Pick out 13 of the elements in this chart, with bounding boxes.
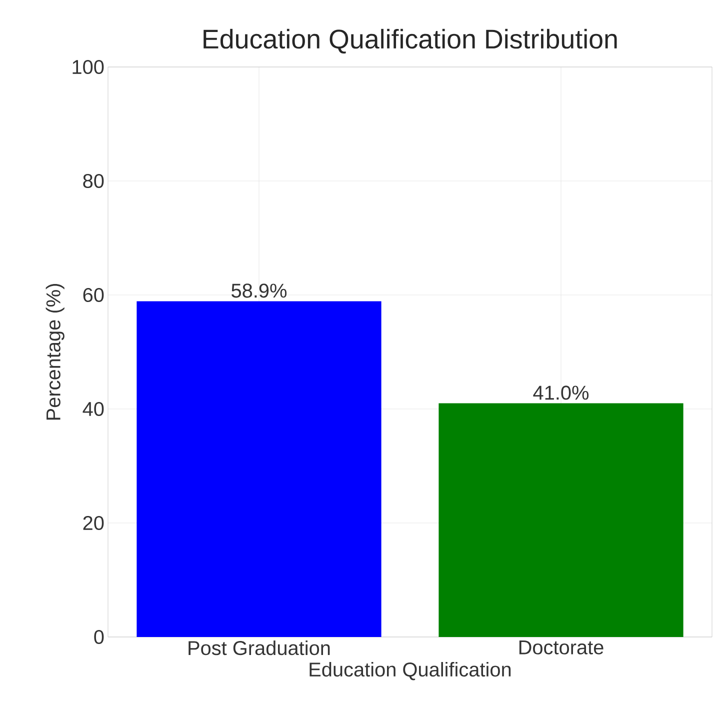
x-axis-title: Education Qualification bbox=[310, 662, 511, 680]
chart-title: Education Qualification Distribution bbox=[204, 28, 617, 54]
data-label: 41.0% bbox=[533, 386, 589, 400]
x-tick-label: Doctorate bbox=[519, 640, 604, 654]
data-label: 58.9% bbox=[232, 284, 287, 298]
y-tick-label: 40 bbox=[82, 402, 104, 416]
y-tick-label: 80 bbox=[83, 174, 104, 188]
x-tick-label: Post Graduation bbox=[188, 640, 330, 656]
y-tick-label: 60 bbox=[83, 288, 104, 302]
y-tick-label: 0 bbox=[94, 630, 104, 644]
y-axis-title: Percentage (%) bbox=[46, 284, 64, 420]
y-tick-label: 20 bbox=[83, 516, 104, 530]
y-tick-label: 100 bbox=[72, 60, 104, 74]
